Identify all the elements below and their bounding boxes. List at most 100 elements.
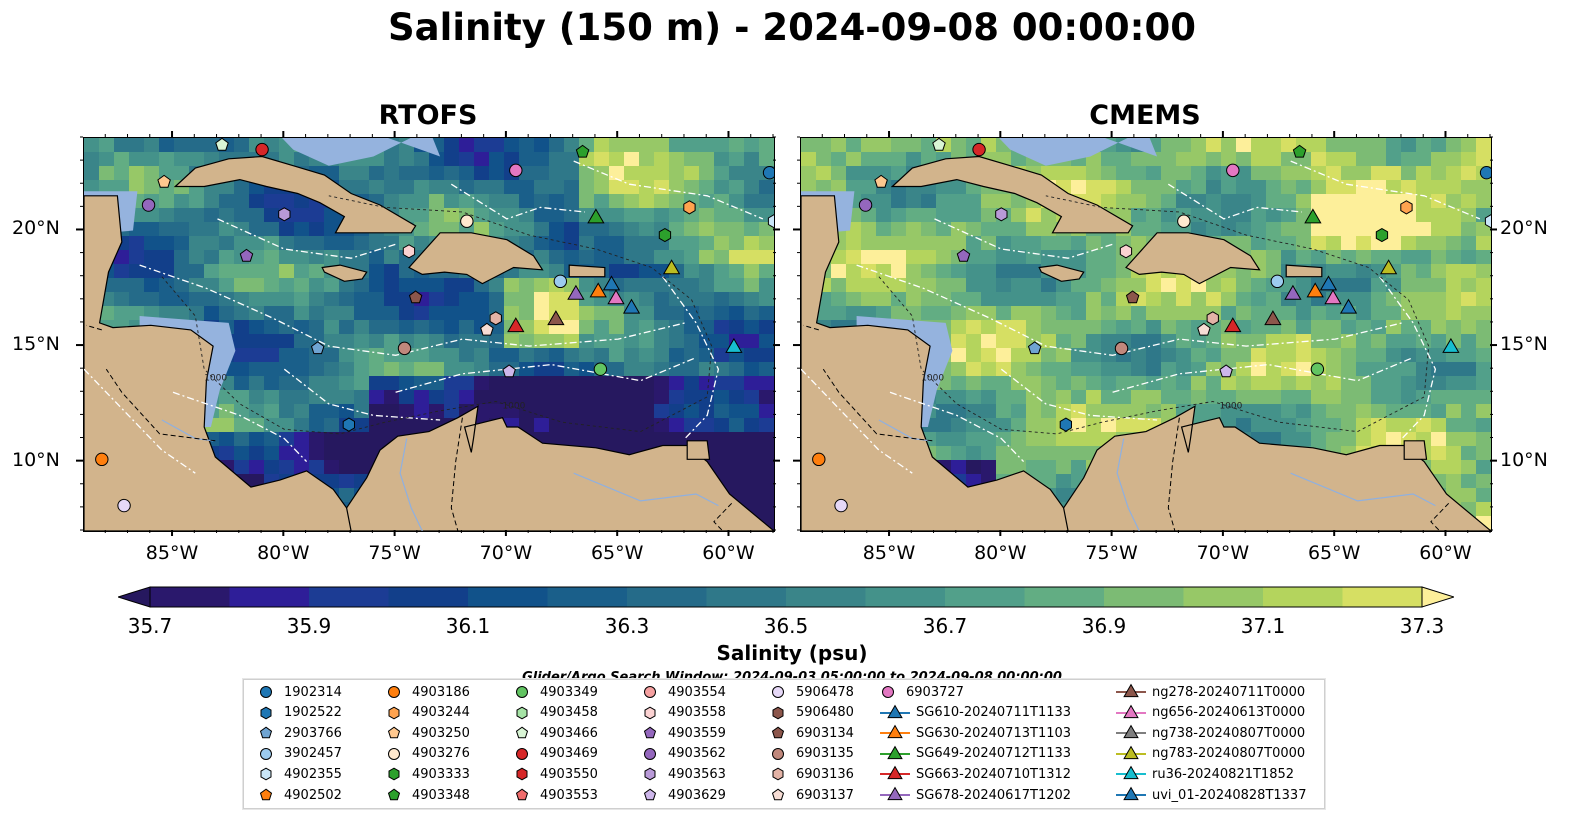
legend-label: 4902502 (284, 787, 342, 803)
lat-tick-label: 10°N (12, 448, 60, 471)
glider-marker-SG630-20240713T1103 (589, 282, 607, 298)
legend-item: 4902355 (256, 764, 342, 784)
float-marker-1902522 (342, 417, 355, 432)
legend: 1902314 1902522 2903766 3902457 4902355 49025… (243, 679, 1325, 809)
legend-item: uvi_01-20240828T1337 (1114, 785, 1306, 805)
glider-marker-ng278-20240711T0000 (1264, 310, 1282, 326)
shelf-bahamas (282, 138, 441, 166)
float-marker-4903559 (956, 248, 971, 262)
legend-item: 6903727 (878, 682, 964, 702)
float-marker-4903559 (239, 248, 254, 262)
lat-tick-label: 15°N (12, 333, 60, 356)
lat-tick-label: 20°N (1500, 217, 1548, 240)
glider-marker-uvi_01-20240828T1337 (1339, 298, 1358, 314)
legend-item: 5906480 (768, 703, 854, 723)
float-marker-6903136 (1206, 311, 1219, 326)
colorbar-bin (150, 587, 230, 607)
colorbar-title: Salinity (psu) (716, 641, 868, 665)
map-panel-rtofs[interactable]: 1000 1000 (83, 137, 775, 532)
hexagon-marker-icon (388, 768, 400, 781)
legend-label: 4903276 (412, 746, 470, 762)
legend-item: 4903563 (640, 764, 726, 784)
colorbar-tick-label: 36.5 (763, 614, 809, 638)
land-hispaniola (1125, 232, 1261, 285)
legend-item: 4903349 (512, 682, 598, 702)
legend-label: ng278-20240711T0000 (1152, 684, 1306, 700)
glider-marker-SG610-20240711T1133 (602, 275, 621, 291)
legend-item: 4903348 (384, 785, 470, 805)
float-marker-5906478 (117, 498, 131, 513)
circle-marker-icon (772, 747, 784, 760)
glider-marker-SG610-20240711T1133 (1319, 275, 1338, 291)
pentagon-marker-icon (259, 726, 273, 739)
triangle-marker-icon (880, 724, 910, 739)
lon-tick-label: 80°W (974, 542, 1027, 564)
float-marker-4903558 (1119, 244, 1133, 259)
glider-marker-ng656-20240613T0000 (1324, 289, 1342, 305)
colorbar-tick-label: 35.7 (127, 614, 173, 638)
lon-tick-label: 75°W (368, 542, 421, 564)
lon-tick-label: 65°W (1307, 542, 1361, 564)
legend-label: 4903348 (412, 787, 470, 803)
pentagon-marker-icon (515, 788, 529, 801)
hexagon-marker-icon (772, 768, 784, 781)
legend-label: SG663-20240710T1312 (916, 766, 1072, 782)
land-trinidad (686, 440, 711, 460)
float-marker-4903629 (502, 364, 516, 378)
colorbar-tick-label: 36.9 (1081, 614, 1127, 638)
glider-markers (1224, 208, 1460, 353)
pentagon-marker-icon (643, 788, 657, 801)
float-marker-4903466 (932, 138, 946, 151)
legend-item: 6903137 (768, 785, 854, 805)
land-hispaniola (408, 232, 544, 285)
float-marker-4903244 (1400, 200, 1413, 215)
legend-item: 4903562 (640, 744, 726, 764)
legend-label: 4903563 (668, 766, 726, 782)
colorbar-bin (865, 587, 946, 607)
colorbar-bin (1183, 587, 1264, 607)
lon-tick-label: 85°W (145, 542, 199, 564)
legend-item: 4903553 (512, 785, 598, 805)
legend-item: ng656-20240613T0000 (1114, 703, 1305, 723)
float-marker-4903333 (658, 228, 672, 243)
hexagon-marker-icon (772, 706, 784, 719)
lon-tick-label: 85°W (862, 542, 916, 564)
map-panel-cmems[interactable]: 1000 1000 (800, 137, 1492, 532)
float-marker-4903562 (858, 198, 873, 212)
float-marker-3902457 (553, 274, 568, 289)
float-marker-4903348 (1292, 144, 1307, 158)
legend-label: 6903136 (796, 766, 854, 782)
colorbar-extend-low (118, 586, 151, 608)
cmems-salinity-map: 1000 1000 (801, 138, 1491, 531)
legend-label: 4903558 (668, 705, 726, 721)
contour-label: 1000 (1219, 401, 1242, 411)
lon-tick-label: 65°W (590, 542, 644, 564)
legend-item: 4903469 (512, 744, 598, 764)
legend-label: 4903469 (540, 746, 598, 762)
legend-item: 4903186 (384, 682, 470, 702)
colorbar-bin (627, 587, 707, 607)
glider-marker-SG678-20240617T1202 (567, 284, 585, 300)
figure-title: Salinity (150 m) - 2024-09-08 00:00:00 (388, 6, 1196, 49)
legend-label: 2903766 (284, 725, 342, 741)
country-borders (86, 324, 733, 531)
float-marker-4903469 (972, 142, 986, 157)
float-marker-6903137 (1197, 322, 1211, 336)
legend-label: 4903466 (540, 725, 598, 741)
legend-item: 1902314 (256, 682, 342, 702)
colorbar-bin (1342, 587, 1423, 607)
legend-label: 6903134 (796, 725, 854, 741)
legend-label: ru36-20240821T1852 (1152, 766, 1295, 782)
glider-marker-SG678-20240617T1202 (1284, 284, 1302, 300)
legend-label: 4903629 (668, 787, 726, 803)
pentagon-marker-icon (515, 726, 529, 739)
glider-marker-SG649-20240712T1133 (1304, 208, 1322, 224)
legend-item: 1902522 (256, 703, 342, 723)
legend-item: 4903554 (640, 682, 726, 702)
lon-tick-label: 75°W (1085, 542, 1138, 564)
glider-marker-ng656-20240613T0000 (607, 289, 625, 305)
legend-label: 4903562 (668, 746, 726, 762)
hexagon-marker-icon (260, 706, 272, 719)
colorbar-bin (309, 587, 389, 607)
circle-marker-icon (260, 747, 272, 760)
